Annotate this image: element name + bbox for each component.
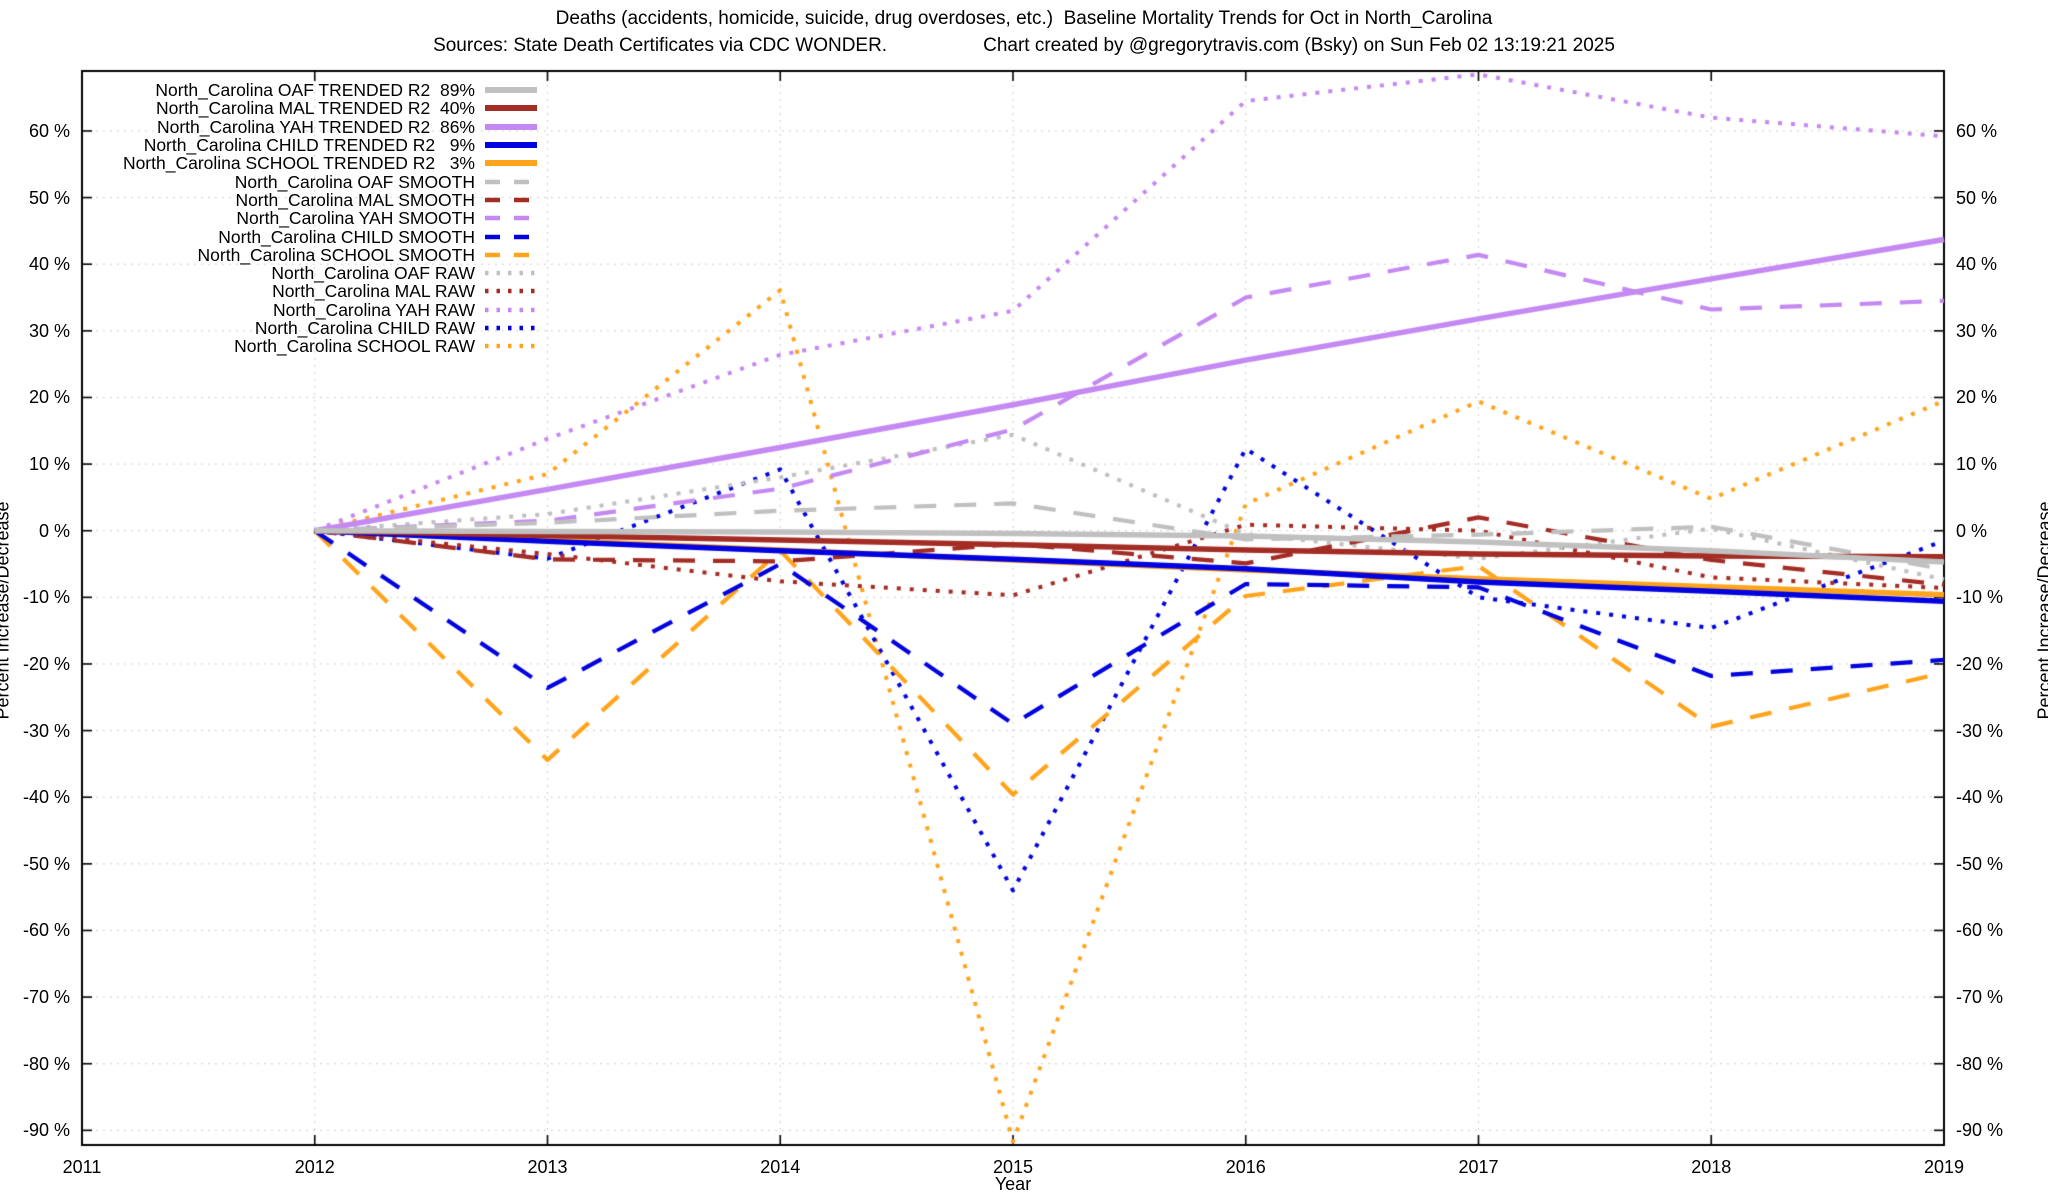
y-tick-label-right--90: -90 % [1956, 1120, 2004, 1141]
legend-item-school-raw: North_Carolina SCHOOL RAW [117, 337, 537, 355]
y-axis-label-right: Percent Increase/Decrease [2034, 501, 2048, 720]
y-tick-label-right--60: -60 % [1956, 920, 2004, 941]
y-tick-label-left--70: -70 % [22, 987, 70, 1008]
legend-item-oaf-smooth: North_Carolina OAF SMOOTH [117, 171, 537, 192]
legend-line-sample-child-raw [485, 325, 537, 331]
y-tick-label-left--20: -20 % [22, 653, 70, 674]
legend-item-mal-smooth: North_Carolina MAL SMOOTH [117, 191, 537, 209]
y-tick-label-left--10: -10 % [22, 587, 70, 608]
legend-label-mal-trended: North_Carolina MAL TRENDED R2 40% [155, 98, 475, 119]
legend-item-mal-trended: North_Carolina MAL TRENDED R2 40% [117, 99, 537, 117]
legend-label-oaf-smooth: North_Carolina OAF SMOOTH [234, 171, 475, 192]
y-tick-label-left-10: 10 % [28, 454, 70, 475]
legend-item-child-raw: North_Carolina CHILD RAW [117, 319, 537, 337]
legend-item-oaf-trended: North_Carolina OAF TRENDED R2 89% [117, 81, 537, 99]
legend-line-sample-oaf-trended [485, 87, 537, 94]
y-tick-label-right--80: -80 % [1956, 1053, 2004, 1074]
legend-line-sample-yah-smooth [485, 215, 537, 221]
x-tick-label-2015: 2015 [992, 1157, 1034, 1177]
chart-credit-note: Chart created by @gregorytravis.com (Bsk… [983, 35, 1615, 56]
y-tick-label-left-20: 20 % [28, 387, 70, 408]
legend-line-sample-school-trended [485, 160, 537, 167]
legend-label-oaf-trended: North_Carolina OAF TRENDED R2 89% [155, 80, 475, 101]
y-tick-label-right-10: 10 % [1956, 454, 1998, 475]
chart-title-block: Deaths (accidents, homicide, suicide, dr… [0, 8, 2048, 57]
legend-label-mal-raw: North_Carolina MAL RAW [272, 281, 475, 302]
legend: North_Carolina OAF TRENDED R2 89% North_C… [117, 81, 537, 355]
y-tick-label-right-20: 20 % [1956, 387, 1998, 408]
x-tick-label-2017: 2017 [1458, 1157, 1499, 1177]
y-tick-label-left--40: -40 % [22, 787, 70, 808]
x-tick-label-2018: 2018 [1691, 1157, 1732, 1177]
chart-subtitle: Sources: State Death Certificates via CD… [0, 35, 2048, 57]
legend-item-school-trended: North_Carolina SCHOOL TRENDED R2 3% [117, 154, 537, 172]
legend-line-sample-child-trended [485, 142, 537, 149]
x-tick-label-2014: 2014 [760, 1157, 801, 1177]
y-tick-label-right-0: 0 % [1956, 520, 1988, 541]
y-tick-label-left--60: -60 % [22, 920, 70, 941]
x-tick-label-2019: 2019 [1923, 1157, 1965, 1177]
legend-label-child-trended: North_Carolina CHILD TRENDED R2 9% [143, 135, 475, 156]
y-tick-label-left--30: -30 % [22, 720, 70, 741]
legend-line-sample-oaf-raw [485, 270, 537, 276]
y-tick-label-left-0: 0 % [38, 520, 70, 541]
y-tick-label-left--50: -50 % [22, 853, 70, 874]
legend-label-yah-trended: North_Carolina YAH TRENDED R2 86% [156, 116, 475, 137]
legend-line-sample-yah-raw [485, 307, 537, 312]
legend-item-oaf-raw: North_Carolina OAF RAW [117, 264, 537, 282]
y-tick-label-right--10: -10 % [1956, 587, 2004, 608]
legend-label-child-raw: North_Carolina CHILD RAW [254, 318, 475, 338]
legend-label-oaf-raw: North_Carolina OAF RAW [271, 263, 475, 284]
legend-item-mal-raw: North_Carolina MAL RAW [117, 282, 537, 300]
x-tick-label-2011: 2011 [62, 1157, 102, 1177]
y-tick-label-right-60: 60 % [1956, 120, 1998, 141]
legend-label-child-smooth: North_Carolina CHILD SMOOTH [218, 226, 475, 247]
legend-line-sample-mal-smooth [485, 197, 537, 203]
y-tick-label-right--40: -40 % [1956, 787, 2004, 808]
legend-label-yah-smooth: North_Carolina YAH SMOOTH [236, 208, 475, 229]
x-axis-label: Year [994, 1174, 1032, 1194]
legend-label-mal-smooth: North_Carolina MAL SMOOTH [235, 189, 475, 210]
legend-item-yah-smooth: North_Carolina YAH SMOOTH [117, 209, 537, 227]
chart-title: Deaths (accidents, homicide, suicide, dr… [555, 8, 1493, 29]
y-tick-label-right--20: -20 % [1956, 653, 2004, 674]
legend-item-child-trended: North_Carolina CHILD TRENDED R2 9% [117, 136, 537, 154]
y-tick-label-left--80: -80 % [22, 1053, 70, 1074]
legend-line-sample-mal-trended [485, 105, 537, 112]
legend-label-school-raw: North_Carolina SCHOOL RAW [234, 336, 475, 357]
chart-source-note: Sources: State Death Certificates via CD… [433, 35, 888, 56]
legend-item-school-smooth: North_Carolina SCHOOL SMOOTH [117, 246, 537, 264]
y-tick-label-right-50: 50 % [1956, 187, 1998, 208]
legend-label-yah-raw: North_Carolina YAH RAW [273, 299, 475, 320]
legend-line-sample-school-raw [485, 344, 537, 349]
legend-label-school-smooth: North_Carolina SCHOOL SMOOTH [197, 244, 475, 265]
y-tick-label-right--70: -70 % [1956, 987, 2004, 1008]
legend-line-sample-oaf-smooth [485, 179, 537, 184]
y-tick-label-left--90: -90 % [22, 1120, 70, 1141]
legend-item-child-smooth: North_Carolina CHILD SMOOTH [117, 226, 537, 247]
y-tick-label-left-40: 40 % [28, 254, 70, 275]
legend-line-sample-school-smooth [485, 252, 537, 258]
legend-line-sample-yah-trended [485, 123, 537, 130]
y-tick-label-right--30: -30 % [1956, 720, 2004, 741]
legend-label-school-trended: North_Carolina SCHOOL TRENDED R2 3% [122, 153, 475, 174]
legend-line-sample-child-smooth [485, 234, 537, 239]
y-tick-label-right-30: 30 % [1956, 320, 1998, 341]
y-tick-label-left-50: 50 % [28, 187, 70, 208]
y-tick-label-left-60: 60 % [28, 120, 70, 141]
x-tick-label-2012: 2012 [294, 1157, 335, 1177]
x-tick-label-2013: 2013 [527, 1157, 568, 1177]
legend-line-sample-mal-raw [485, 289, 537, 294]
y-tick-label-left-30: 30 % [28, 320, 70, 341]
y-tick-label-right--50: -50 % [1956, 853, 2004, 874]
x-tick-label-2016: 2016 [1225, 1157, 1266, 1177]
legend-item-yah-trended: North_Carolina YAH TRENDED R2 86% [117, 118, 537, 136]
y-tick-label-right-40: 40 % [1956, 254, 1998, 275]
legend-item-yah-raw: North_Carolina YAH RAW [117, 301, 537, 319]
